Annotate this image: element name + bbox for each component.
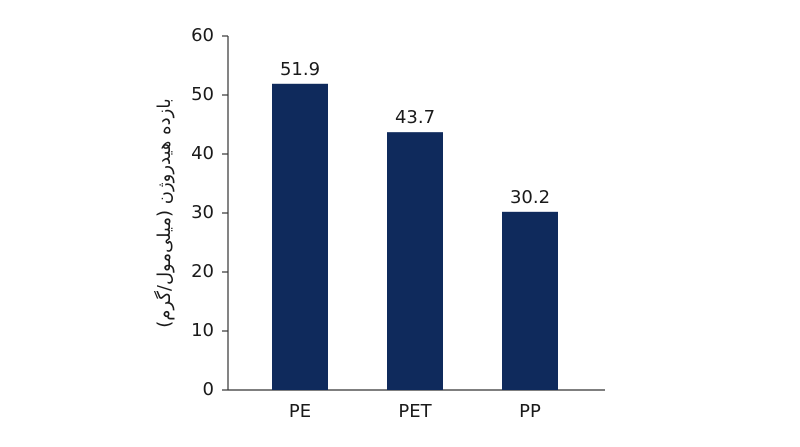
y-tick-label: 20 xyxy=(191,261,214,282)
bar xyxy=(502,211,558,390)
data-label: 43.7 xyxy=(395,107,435,128)
y-tick-label: 10 xyxy=(191,320,214,341)
y-tick-label: 50 xyxy=(191,84,214,105)
x-tick-label: PP xyxy=(519,401,541,422)
y-axis-label: بازده هیدروژن (میلی‌مول/گرم) xyxy=(153,98,175,328)
y-tick-label: 40 xyxy=(191,143,214,164)
bar xyxy=(387,132,443,391)
y-tick-label: 60 xyxy=(191,25,214,46)
data-label: 30.2 xyxy=(510,187,550,208)
y-tick-label: 0 xyxy=(203,379,214,400)
y-tick-label: 30 xyxy=(191,202,214,223)
data-label: 51.9 xyxy=(280,59,320,80)
x-tick-label: PET xyxy=(398,401,432,422)
bar xyxy=(272,83,328,390)
x-tick-label: PE xyxy=(289,401,311,422)
